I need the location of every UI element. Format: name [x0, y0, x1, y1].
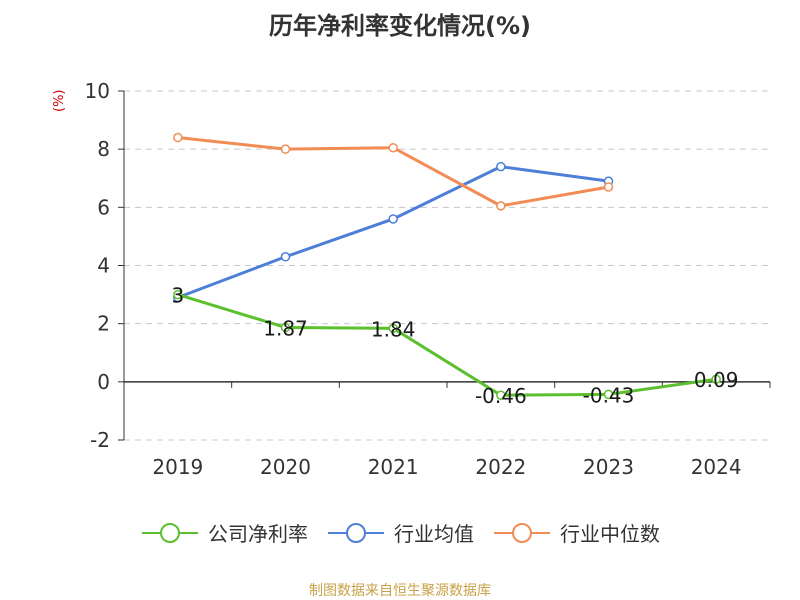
x-tick-label: 2019 — [152, 455, 203, 479]
y-tick-label: 0 — [97, 370, 110, 394]
data-label: 1.84 — [371, 317, 416, 341]
y-tick-label: 4 — [97, 254, 110, 278]
data-point — [280, 322, 291, 333]
y-tick-label: 6 — [97, 195, 110, 219]
data-label: 1.87 — [263, 316, 308, 340]
series-line — [177, 165, 609, 299]
y-tick-label: 10 — [85, 79, 110, 103]
y-tick-label: -2 — [90, 428, 110, 452]
data-label: -0.46 — [475, 384, 527, 408]
y-tick-label: 8 — [97, 137, 110, 161]
data-point — [496, 201, 506, 211]
x-tick-label: 2023 — [583, 455, 634, 479]
data-point — [388, 214, 398, 224]
legend-swatch — [142, 522, 198, 543]
data-label: -0.43 — [583, 383, 635, 407]
x-tick-label: 2020 — [260, 455, 311, 479]
legend-item: 公司净利率 — [140, 518, 308, 547]
data-point — [388, 142, 398, 153]
data-point — [603, 389, 614, 400]
data-point — [711, 374, 721, 384]
data-label: 0.09 — [694, 368, 739, 392]
data-label: 3 — [171, 284, 184, 308]
data-point — [496, 390, 506, 400]
legend-swatch — [494, 522, 550, 543]
data-point — [388, 323, 398, 334]
y-tick-label: 2 — [97, 312, 110, 336]
data-point — [496, 161, 506, 172]
data-point — [173, 132, 183, 143]
series-line — [177, 293, 717, 397]
legend-item: 行业中位数 — [492, 518, 660, 547]
data-point — [280, 252, 291, 262]
legend-label: 行业中位数 — [560, 522, 660, 546]
legend-item: 行业均值 — [326, 518, 474, 547]
legend-label: 公司净利率 — [208, 522, 308, 546]
data-point — [173, 289, 183, 300]
legend-label: 行业均值 — [394, 522, 474, 546]
data-point — [603, 182, 614, 192]
legend-swatch — [328, 522, 384, 543]
x-tick-label: 2024 — [691, 455, 742, 479]
x-tick-label: 2021 — [368, 455, 419, 479]
source-note: 制图数据来自恒生聚源数据库 — [309, 583, 491, 599]
chart-title: 历年净利率变化情况(%) — [269, 12, 531, 40]
legend: 公司净利率 行业均值 行业中位数 — [0, 518, 800, 547]
data-point — [280, 144, 291, 154]
x-tick-label: 2022 — [475, 455, 526, 479]
